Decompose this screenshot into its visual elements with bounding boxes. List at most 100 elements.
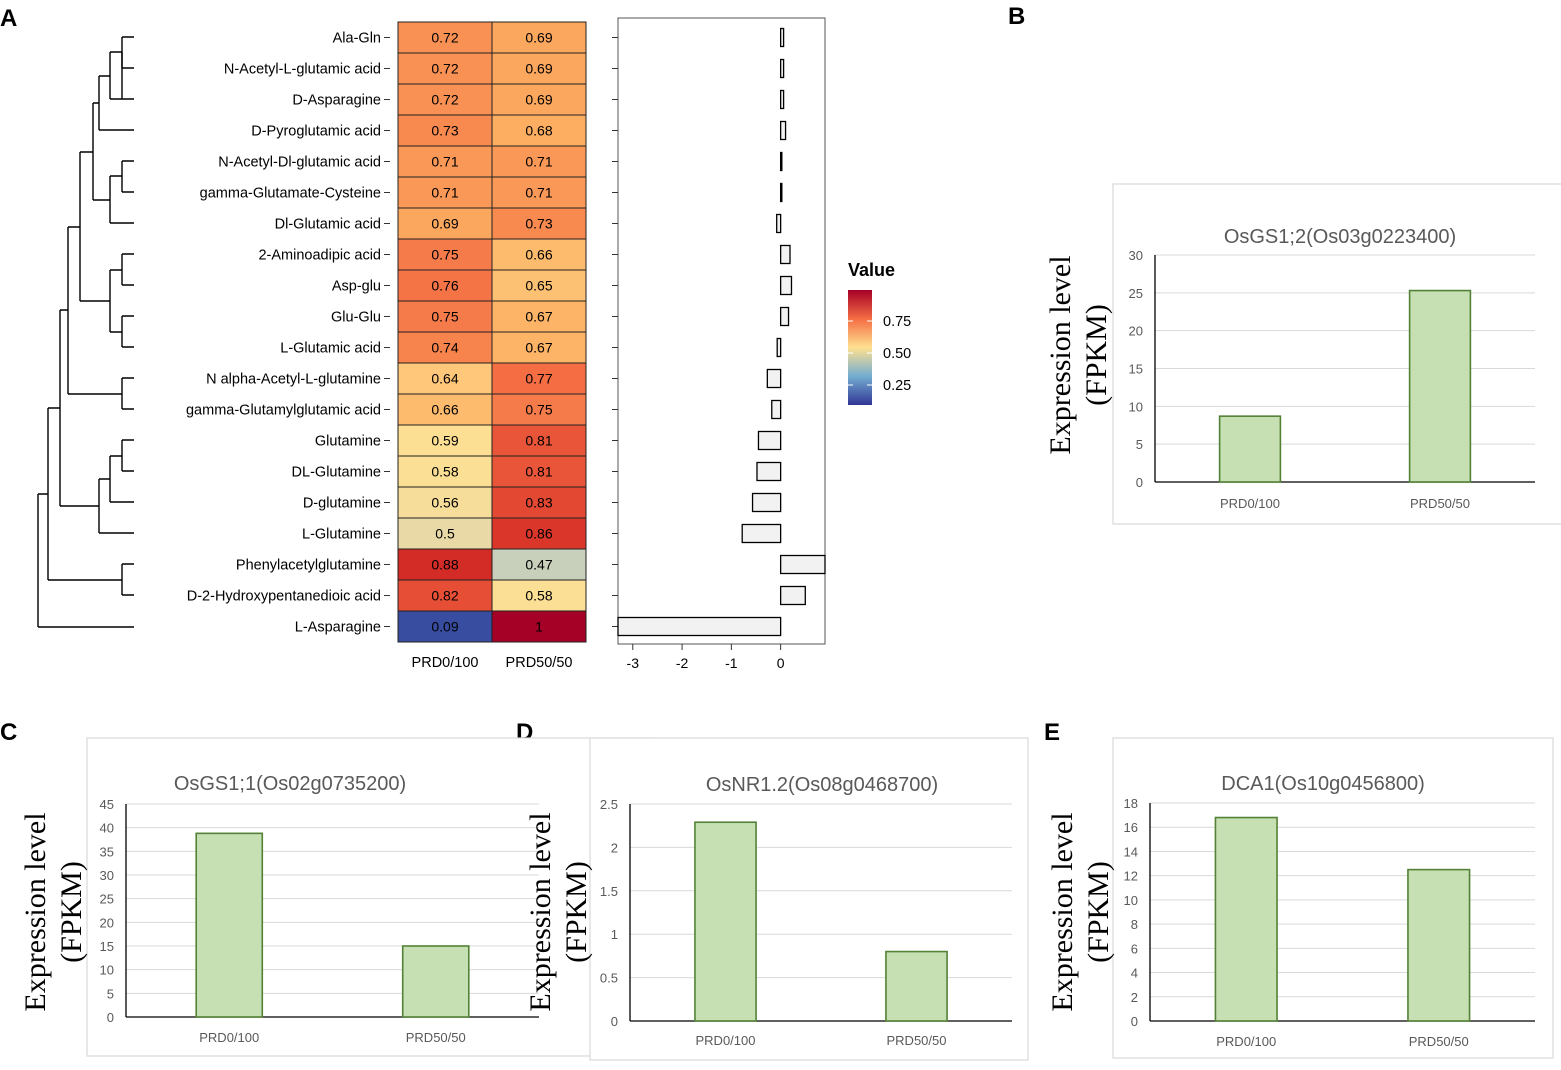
- foldchange-bar: [617, 616, 782, 637]
- heatmap-cells: 0.72 0.69 0.72 0.69 0.72 0.69 0.73 0.68 0.71 0.71…: [397, 21, 587, 643]
- heatmap-cell: [491, 176, 587, 209]
- y-axis-label-line: Expression level: [1046, 812, 1079, 1011]
- y-tick-label: 35: [100, 844, 114, 859]
- x-category-label: PRD50/50: [406, 1030, 466, 1045]
- y-tick-label: 4: [1131, 966, 1138, 981]
- heatmap-cell: [491, 83, 587, 116]
- heatmap-cell-value: 0.71: [525, 185, 552, 201]
- heatmap-cell-value: 0.81: [525, 433, 552, 449]
- heatmap-cell: [491, 331, 587, 364]
- y-axis-label-line: (FPKM): [1082, 861, 1115, 963]
- heatmap-row-label: L-Glutamic acid: [280, 341, 381, 357]
- heatmap-cell-value: 0.71: [431, 185, 458, 201]
- heatmap-row-label: N alpha-Acetyl-L-glutamine: [206, 372, 381, 388]
- heatmap-row-label: Dl-Glutamic acid: [275, 217, 381, 233]
- heatmap-row-label: L-Glutamine: [302, 527, 381, 543]
- y-tick-label: 20: [1129, 324, 1143, 339]
- foldchange-bar: [779, 275, 793, 296]
- heatmap-row-label: gamma-Glutamylglutamic acid: [186, 403, 381, 419]
- x-category-label: PRD0/100: [1216, 1034, 1276, 1049]
- y-tick-label: 25: [1129, 286, 1143, 301]
- legend-tick: 0.75: [883, 314, 911, 330]
- foldchange-bar: [779, 89, 785, 110]
- heatmap-cell-value: 0.71: [525, 154, 552, 170]
- foldchange-bar: [779, 58, 785, 79]
- panel-letter-a: A: [0, 5, 17, 32]
- heatmap-legend: Value 0.75 0.50 0.25: [848, 260, 911, 405]
- foldchange-bar: [751, 492, 782, 513]
- foldchange-x-tick-label: 0: [777, 655, 785, 671]
- heatmap-cell: [491, 362, 587, 395]
- foldchange-bar: [779, 244, 791, 265]
- chart-title: OsGS1;1(Os02g0735200): [174, 773, 406, 795]
- chart-title: DCA1(Os10g0456800): [1221, 773, 1424, 795]
- heatmap-cell: [397, 362, 493, 395]
- y-tick-label: 8: [1131, 917, 1138, 932]
- heatmap-cell: [397, 207, 493, 240]
- heatmap-cell-value: 0.82: [431, 588, 458, 604]
- heatmap-cell: [491, 269, 587, 302]
- foldchange-bar: [779, 151, 783, 172]
- y-tick-label: 15: [1129, 362, 1143, 377]
- heatmap-cell-value: 0.56: [431, 495, 458, 511]
- heatmap-cell: [397, 176, 493, 209]
- dendrogram: [37, 36, 134, 628]
- foldchange-x-tick-label: -2: [676, 655, 689, 671]
- y-axis-label: Expression level (FPKM): [524, 812, 593, 1011]
- heatmap-cell-value: 0.59: [431, 433, 458, 449]
- heatmap-cell: [397, 548, 493, 581]
- heatmap-col-label-prd0: PRD0/100: [412, 655, 479, 671]
- y-axis-label-line: Expression level: [1044, 255, 1077, 454]
- legend-colorbar: [848, 290, 872, 405]
- y-tick-label: 0.5: [600, 971, 618, 986]
- heatmap-row-label: DL-Glutamine: [292, 465, 381, 481]
- bar: [694, 821, 757, 1022]
- heatmap-cell-value: 0.66: [431, 402, 458, 418]
- y-axis-label: Expression level (FPKM): [19, 812, 88, 1011]
- heatmap-cell: [397, 269, 493, 302]
- heatmap-cell-value: 0.69: [525, 61, 552, 77]
- x-category-label: PRD0/100: [199, 1030, 259, 1045]
- y-tick-label: 30: [1129, 248, 1143, 263]
- heatmap-cell-value: 0.77: [525, 371, 552, 387]
- heatmap-cell: [491, 424, 587, 457]
- chart-frame: [589, 737, 1029, 1061]
- x-category-label: PRD0/100: [1220, 496, 1280, 511]
- chart-frame: [86, 737, 653, 1057]
- foldchange-bar: [757, 430, 782, 451]
- heatmap-cell-value: 0.72: [431, 61, 458, 77]
- heatmap-cell: [397, 52, 493, 85]
- foldchange-bar: [776, 213, 782, 234]
- y-tick-label: 20: [100, 915, 114, 930]
- x-category-label: PRD0/100: [696, 1033, 756, 1048]
- legend-title: Value: [848, 260, 895, 280]
- foldchange-bar: [779, 27, 785, 48]
- foldchange-bar: [776, 337, 782, 358]
- heatmap-cell-value: 0.75: [431, 309, 458, 325]
- heatmap-cell: [397, 579, 493, 612]
- y-tick-label: 5: [1136, 437, 1143, 452]
- y-axis-label-line: (FPKM): [560, 861, 593, 963]
- bar: [195, 832, 264, 1018]
- y-tick-label: 2.5: [600, 797, 618, 812]
- chart-title: OsGS1;2(Os03g0223400): [1224, 226, 1456, 248]
- y-tick-label: 40: [100, 821, 114, 836]
- y-tick-label: 0: [1131, 1014, 1138, 1029]
- foldchange-bar: [779, 182, 783, 203]
- heatmap-cell-value: 0.09: [431, 619, 458, 635]
- heatmap-cell-value: 0.72: [431, 92, 458, 108]
- bar-chart-panel-b: 0 5 10 15 20 25 30 PRD0/100 PRD50/50 OsGS1;2(Os03…: [1044, 183, 1561, 525]
- y-axis-label: Expression level (FPKM): [1046, 812, 1115, 1011]
- heatmap-row-label: Ala-Gln: [333, 31, 381, 47]
- heatmap-row-label: gamma-Glutamate-Cysteine: [200, 186, 381, 202]
- bar-chart-panel-d: 0 0.5 1 1.5 2 2.5 PRD0/100 PRD50/50 OsNR1.2(Os08…: [524, 737, 1029, 1061]
- panel-letter-e: E: [1044, 719, 1060, 746]
- heatmap-row-label: 2-Aminoadipic acid: [258, 248, 381, 264]
- heatmap-cell-value: 0.81: [525, 464, 552, 480]
- foldchange-x-axis: -3 -2 -1 0: [627, 644, 785, 671]
- x-category-label: PRD50/50: [1409, 1034, 1469, 1049]
- heatmap-cell: [491, 579, 587, 612]
- heatmap-row-label: D-Pyroglutamic acid: [251, 124, 381, 140]
- heatmap-cell-value: 0.72: [431, 30, 458, 46]
